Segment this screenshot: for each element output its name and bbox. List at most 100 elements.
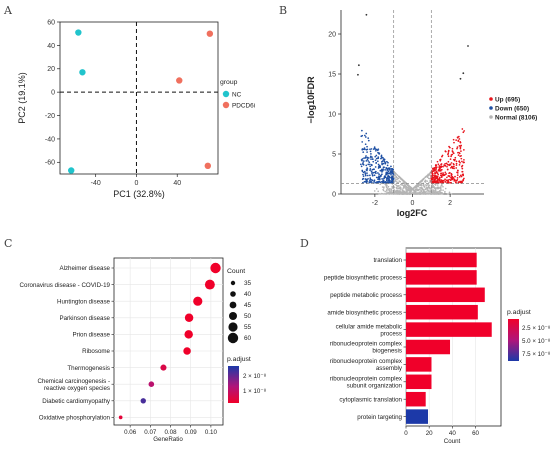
- volcano-normal-point: [381, 186, 384, 188]
- volcano-up-point: [453, 179, 456, 182]
- kegg-dot: [210, 262, 221, 274]
- volcano-down-point: [366, 180, 369, 183]
- label-line: amide biosynthetic process: [327, 309, 402, 316]
- volcano-down-point: [390, 173, 392, 176]
- volcano-normal-point: [405, 185, 408, 188]
- volcano-down-point: [380, 155, 383, 158]
- volcano-down-point: [365, 169, 368, 171]
- volcano-normal-point: [397, 181, 399, 184]
- volcano-up-point: [432, 181, 435, 184]
- volcano-up-point: [461, 167, 464, 170]
- kegg-dot: [148, 381, 155, 388]
- volcano-up-point: [458, 151, 460, 154]
- pca-point-pdcd6i: [206, 30, 214, 37]
- volcano-normal-point: [426, 180, 428, 182]
- volcano-down-point: [385, 179, 388, 182]
- volcano-down-point: [378, 153, 381, 155]
- volcano-up-point: [438, 168, 441, 171]
- volcano-down-point: [374, 155, 377, 158]
- volcano-down-point: [367, 177, 369, 180]
- volcano-legend-label: Up (695): [495, 96, 520, 103]
- volcano-up-point: [447, 160, 450, 163]
- go-color-legend-label: 7.5 × 10⁻⁸: [522, 351, 550, 358]
- volcano-up-point: [432, 174, 434, 177]
- volcano-normal-point: [401, 184, 404, 186]
- volcano-up-point: [459, 181, 462, 184]
- volcano-y-tick-label: 15: [328, 71, 336, 78]
- kegg-term-label: Huntington disease: [57, 298, 111, 305]
- volcano-normal-point: [447, 193, 449, 195]
- volcano-normal-point: [429, 187, 431, 190]
- volcano-down-point: [365, 155, 367, 157]
- kegg-dot-plot: Alzheimer disease Coronavirus disease - C…: [20, 257, 267, 443]
- volcano-threshold-lines: [341, 10, 484, 194]
- volcano-down-point: [377, 172, 379, 174]
- volcano-normal-point: [406, 186, 409, 189]
- volcano-normal-point: [395, 191, 397, 194]
- volcano-up-point: [435, 176, 438, 179]
- volcano-normal-point: [401, 178, 404, 181]
- volcano-up-point: [454, 175, 456, 178]
- label-line: ribonucleoprotein complex: [330, 376, 403, 383]
- volcano-down-point: [377, 165, 380, 168]
- volcano-normal-point: [427, 191, 430, 193]
- volcano-up-point: [440, 181, 442, 184]
- volcano-down-point: [371, 158, 374, 160]
- volcano-down-point: [364, 178, 367, 180]
- volcano-down-point: [362, 181, 364, 184]
- volcano-down-point: [379, 174, 382, 177]
- volcano-down-point: [373, 168, 375, 171]
- volcano-normal-point: [396, 174, 399, 176]
- volcano-normal-point: [422, 178, 424, 181]
- label-line: Chemical carcinogenesis -: [37, 378, 110, 385]
- volcano-y-ticks: 0 5 10 15 20: [328, 31, 341, 198]
- volcano-down-point: [361, 148, 364, 150]
- volcano-up-point: [452, 152, 455, 155]
- volcano-normal-point: [440, 192, 443, 195]
- volcano-normal-point: [416, 192, 419, 195]
- volcano-normal-point: [406, 190, 409, 192]
- volcano-normal-point: [414, 189, 416, 192]
- go-bar: [406, 304, 478, 320]
- volcano-down-point: [377, 163, 380, 166]
- volcano-normal-point: [386, 187, 389, 189]
- kegg-color-gradient: [228, 366, 239, 403]
- volcano-normal-point: [422, 184, 425, 186]
- volcano-normal-point: [410, 187, 412, 189]
- go-x-axis-title: Count: [444, 438, 461, 445]
- volcano-down-point: [371, 156, 373, 159]
- go-color-legend-label: 5.0 × 10⁻⁸: [522, 338, 550, 345]
- kegg-term-label: Oxidative phosphorylation: [39, 415, 111, 422]
- volcano-up-point: [460, 157, 463, 160]
- volcano-down-point: [362, 160, 365, 162]
- pca-y-ticks: -60 -40 -20 0 20 40 60: [45, 19, 60, 167]
- volcano-y-axis-title: −log10FDR: [306, 76, 316, 124]
- volcano-up-point: [450, 176, 452, 179]
- volcano-y-tick-label: 20: [328, 31, 336, 38]
- volcano-normal-point: [423, 192, 425, 195]
- volcano-normal-point: [441, 184, 443, 187]
- pca-x-ticks: -40 0 40: [91, 174, 181, 187]
- volcano-normal-point: [425, 183, 427, 186]
- volcano-down-point: [369, 174, 371, 177]
- volcano-up-point: [455, 164, 458, 167]
- volcano-up-point: [452, 151, 454, 153]
- volcano-up-point: [455, 139, 458, 141]
- volcano-normal-point: [398, 188, 400, 190]
- volcano-up-point: [451, 177, 454, 180]
- volcano-normal-point: [434, 184, 437, 186]
- volcano-down-point: [388, 176, 391, 179]
- volcano-normal-point: [396, 191, 399, 193]
- volcano-down-point: [369, 156, 372, 158]
- volcano-up-point: [435, 168, 437, 171]
- kegg-size-legend-dot: [229, 312, 237, 320]
- volcano-up-point: [434, 177, 437, 180]
- volcano-down-point: [362, 171, 365, 174]
- volcano-up-point: [456, 174, 459, 176]
- volcano-up-point: [463, 158, 465, 161]
- volcano-down-point: [371, 172, 373, 175]
- volcano-normal-point: [419, 191, 421, 193]
- volcano-normal-point: [438, 187, 441, 189]
- volcano-down-point: [381, 160, 384, 163]
- volcano-up-point: [447, 155, 450, 158]
